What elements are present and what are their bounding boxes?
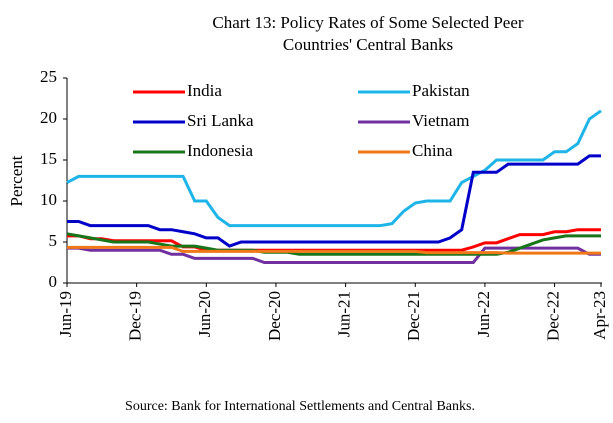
chart-title: Countries' Central Banks — [283, 35, 453, 54]
y-tick-label: 0 — [49, 272, 58, 291]
series-line — [67, 246, 601, 264]
legend-label: Vietnam — [412, 111, 470, 130]
chart-title: Chart 13: Policy Rates of Some Selected … — [212, 13, 523, 32]
y-tick-label: 10 — [40, 190, 57, 209]
y-axis-label: Percent — [7, 155, 26, 206]
x-tick-label: Jun-20 — [195, 291, 214, 337]
source-note: Source: Bank for International Settlemen… — [125, 399, 475, 414]
x-tick-label: Apr-23 — [590, 291, 609, 340]
series-line — [66, 232, 601, 256]
legend-label: Indonesia — [187, 141, 254, 160]
x-tick-label: Jun-21 — [335, 291, 354, 337]
legend-label: China — [412, 141, 453, 160]
x-tick-label: Jun-22 — [474, 291, 493, 337]
y-tick-label: 5 — [49, 231, 58, 250]
legend-label: Pakistan — [412, 81, 470, 100]
series-line — [67, 245, 601, 255]
series-line — [66, 109, 602, 228]
x-tick-label: Dec-19 — [126, 291, 145, 341]
x-tick-label: Dec-21 — [404, 291, 423, 341]
legend-label: India — [187, 81, 222, 100]
x-tick-label: Jun-19 — [56, 291, 75, 337]
y-tick-label: 25 — [40, 67, 57, 86]
y-tick-label: 20 — [40, 108, 57, 127]
x-tick-label: Dec-22 — [543, 291, 562, 341]
legend-label: Sri Lanka — [187, 111, 254, 130]
y-tick-label: 15 — [40, 149, 57, 168]
x-tick-label: Dec-20 — [265, 291, 284, 341]
series-line — [67, 154, 601, 248]
